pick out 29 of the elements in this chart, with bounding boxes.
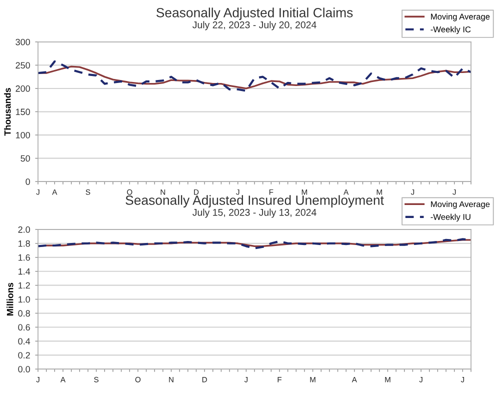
y-tick-label: 0.8 <box>18 310 30 317</box>
y-tick-label: 1.6 <box>18 254 30 261</box>
line-series <box>38 60 471 92</box>
y-tick-label: 2.0 <box>18 226 30 233</box>
y-tick-label: 200 <box>16 85 30 92</box>
y-tick-label: 0.4 <box>18 338 30 345</box>
y-tick-label: 0.2 <box>18 352 30 358</box>
y-tick-label: 0 <box>26 178 30 185</box>
y-tick-label: 1.8 <box>18 240 30 247</box>
y-tick-label: 250 <box>16 62 30 69</box>
y-tick-label: 1.2 <box>18 282 30 289</box>
y-tick-label: 50 <box>20 155 30 162</box>
legend-label: Moving Average <box>431 13 490 22</box>
y-tick-label: 300 <box>16 38 30 46</box>
legend-label: -Weekly IC <box>430 26 471 34</box>
chart-subtitle: July 15, 2023 - July 13, 2024 <box>192 208 316 218</box>
chart-title: Seasonally Adjusted Insured Unemployment <box>126 195 384 208</box>
chart-title: Seasonally Adjusted Initial Claims <box>156 8 353 20</box>
y-tick-label: 1.4 <box>18 268 30 275</box>
y-tick-label: 1.0 <box>18 296 30 303</box>
legend-label: Moving Average <box>431 201 490 209</box>
y-axis-title: Thousands <box>4 88 11 136</box>
y-tick-label: 150 <box>16 108 30 116</box>
chart-subtitle: July 22, 2023 - July 20, 2024 <box>192 21 316 30</box>
legend-label: -Weekly IU <box>430 214 470 222</box>
y-tick-label: 0.0 <box>18 366 30 372</box>
y-axis-title: Millions <box>6 282 14 316</box>
y-tick-label: 100 <box>16 132 30 138</box>
y-tick-label: 0.6 <box>18 324 30 331</box>
